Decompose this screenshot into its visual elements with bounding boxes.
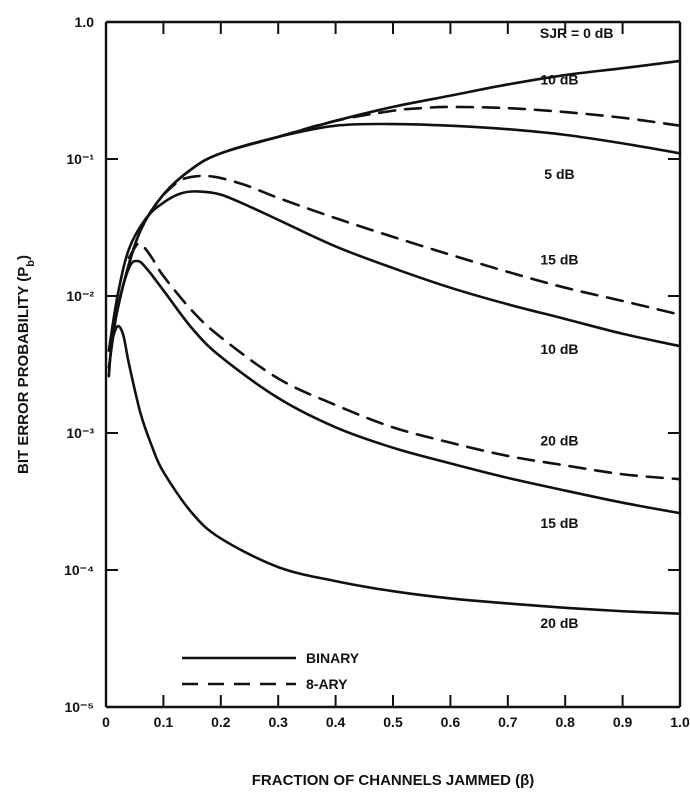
x-tick-label: 0.8 bbox=[555, 714, 575, 730]
series-line-binary bbox=[107, 259, 682, 515]
x-tick-label: 0.9 bbox=[613, 714, 633, 730]
x-tick-label: 0.7 bbox=[498, 714, 518, 730]
curve-label: SJR = 0 dB bbox=[540, 25, 614, 41]
curve-label: 10 dB bbox=[540, 72, 578, 88]
x-tick-label: 0.3 bbox=[268, 714, 288, 730]
series-line-8ary bbox=[162, 174, 682, 317]
y-tick-label: 10⁻² bbox=[66, 288, 94, 304]
series-line-binary bbox=[107, 122, 682, 352]
curve-labels: SJR = 0 dB 10 dB 5 dB 15 dB 10 dB 20 dB 15 dB 2… bbox=[540, 25, 614, 631]
curve-label: 20 dB bbox=[540, 615, 578, 631]
y-tick-label: 10⁻³ bbox=[66, 425, 94, 441]
series-line-8ary bbox=[127, 241, 682, 481]
curve-label: 10 dB bbox=[540, 341, 578, 357]
curve-label: 15 dB bbox=[540, 515, 578, 531]
series-line-binary bbox=[107, 324, 682, 615]
x-axis-title: FRACTION OF CHANNELS JAMMED (β) bbox=[252, 772, 534, 789]
y-tick-label: 10⁻⁵ bbox=[64, 699, 94, 715]
y-tick-label: 1.0 bbox=[75, 14, 95, 30]
legend: BINARY 8-ARY bbox=[182, 650, 360, 692]
series-line-8ary bbox=[276, 105, 682, 139]
x-tick-label: 0.5 bbox=[383, 714, 403, 730]
x-tick-label: 0.1 bbox=[154, 714, 174, 730]
series-line-binary bbox=[107, 59, 682, 352]
x-tick-label: 0.6 bbox=[441, 714, 461, 730]
curve-label: 15 dB bbox=[540, 251, 578, 267]
y-tick-label: 10⁻¹ bbox=[66, 151, 94, 167]
curve-label: 5 dB bbox=[544, 166, 574, 182]
curve-label: 20 dB bbox=[540, 433, 578, 449]
series-group bbox=[107, 59, 682, 615]
legend-label: BINARY bbox=[306, 650, 360, 666]
legend-label: 8-ARY bbox=[306, 676, 348, 692]
y-tick-label: 10⁻⁴ bbox=[64, 562, 94, 578]
x-tick-label: 1.0 bbox=[670, 714, 690, 730]
y-axis-title: BIT ERROR PROBABILITY (Pb) bbox=[15, 255, 37, 474]
x-tick-label: 0.4 bbox=[326, 714, 346, 730]
series-line-binary bbox=[107, 190, 682, 352]
x-tick-label: 0.2 bbox=[211, 714, 231, 730]
x-tick-label: 0 bbox=[102, 714, 110, 730]
axes: 0 0.1 0.2 0.3 0.4 0.5 0.6 0.7 0.8 0.9 1.0 1.0 10⁻¹ 10… bbox=[64, 14, 690, 730]
